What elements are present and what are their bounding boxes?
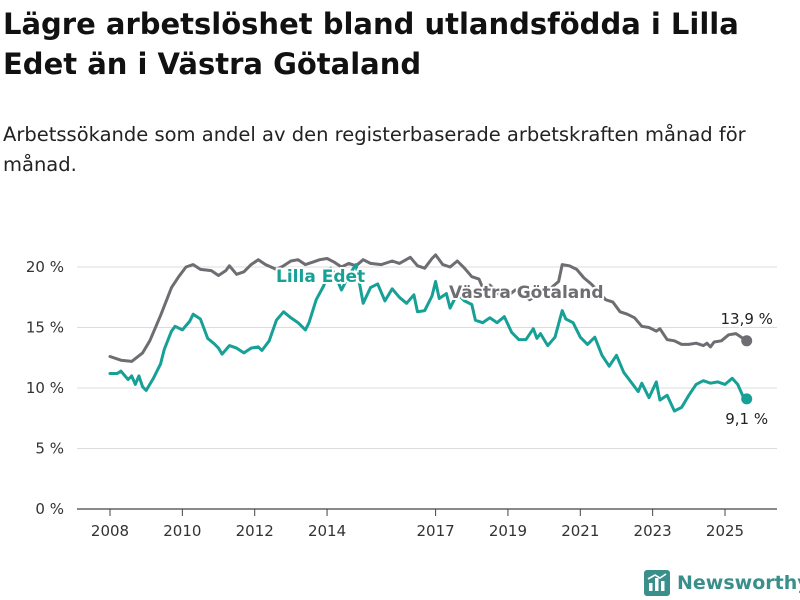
x-tick-label: 2021 — [561, 522, 599, 540]
series-line-lilla-edet — [108, 263, 749, 413]
chart-title: Lägre arbetslöshet bland utlandsfödda i … — [3, 7, 739, 81]
end-value-label-lilla-edet: 9,1 % — [725, 410, 768, 428]
y-tick-label: 20 % — [26, 258, 64, 276]
newsworthy-brand[interactable]: Newsworthy — [644, 568, 800, 598]
end-value-label-västra-götaland: 13,9 % — [720, 310, 772, 328]
bar-chart-logo-icon — [644, 570, 670, 596]
x-tick-label: 2008 — [91, 522, 129, 540]
series-end-marker-västra-götaland — [741, 335, 753, 347]
series-labels: Västra Götaland 13,9 % Lilla Edet 9,1 % — [274, 265, 774, 429]
y-axis-labels: 0 % 5 % 10 % 15 % 20 % — [26, 258, 64, 518]
series-line-västra-götaland — [108, 253, 749, 363]
series-name-label-västra-götaland: Västra Götaland — [449, 283, 604, 303]
series-name-label-lilla-edet: Lilla Edet — [276, 267, 365, 287]
series-end-marker-lilla-edet — [741, 393, 753, 405]
x-axis: 2008 2010 2012 2014 2017 2019 2021 2023 2025 — [91, 509, 744, 540]
series-layer — [108, 253, 753, 413]
brand-name: Newsworthy — [677, 572, 800, 594]
y-tick-label: 0 % — [35, 500, 64, 518]
x-tick-label: 2010 — [163, 522, 201, 540]
y-tick-label: 5 % — [35, 440, 64, 458]
x-tick-label: 2017 — [416, 522, 454, 540]
x-tick-label: 2025 — [706, 522, 744, 540]
x-tick-label: 2019 — [489, 522, 527, 540]
x-tick-label: 2014 — [308, 522, 346, 540]
chart-subtitle: Arbetssökande som andel av den registerb… — [3, 123, 746, 176]
x-tick-label: 2023 — [634, 522, 672, 540]
y-tick-label: 10 % — [26, 379, 64, 397]
y-tick-label: 15 % — [26, 319, 64, 337]
x-tick-label: 2012 — [236, 522, 274, 540]
